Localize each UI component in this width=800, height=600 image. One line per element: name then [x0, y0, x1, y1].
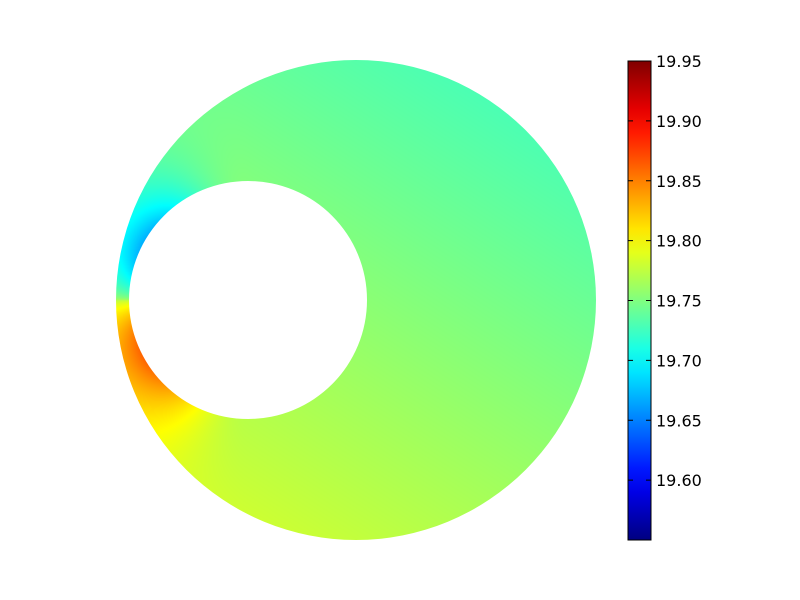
colorbar-tick-label: 19.85	[656, 172, 702, 191]
annulus-field	[116, 60, 596, 540]
colorbar-tick-label: 19.90	[656, 112, 702, 131]
colorbar-gradient	[628, 61, 651, 540]
field-raster	[116, 60, 596, 540]
colorbar-tick-label: 19.65	[656, 411, 702, 430]
colorbar-tick-label: 19.60	[656, 471, 702, 490]
colorbar-tick-label: 19.70	[656, 351, 702, 370]
colorbar-tick-label: 19.95	[656, 52, 702, 71]
colorbar: 19.60 19.65 19.70 19.75 19.80 19.85 19.90 19.95	[627, 52, 702, 541]
colorbar-tick-label: 19.80	[656, 232, 702, 251]
colorbar-tick-label: 19.75	[656, 292, 702, 311]
